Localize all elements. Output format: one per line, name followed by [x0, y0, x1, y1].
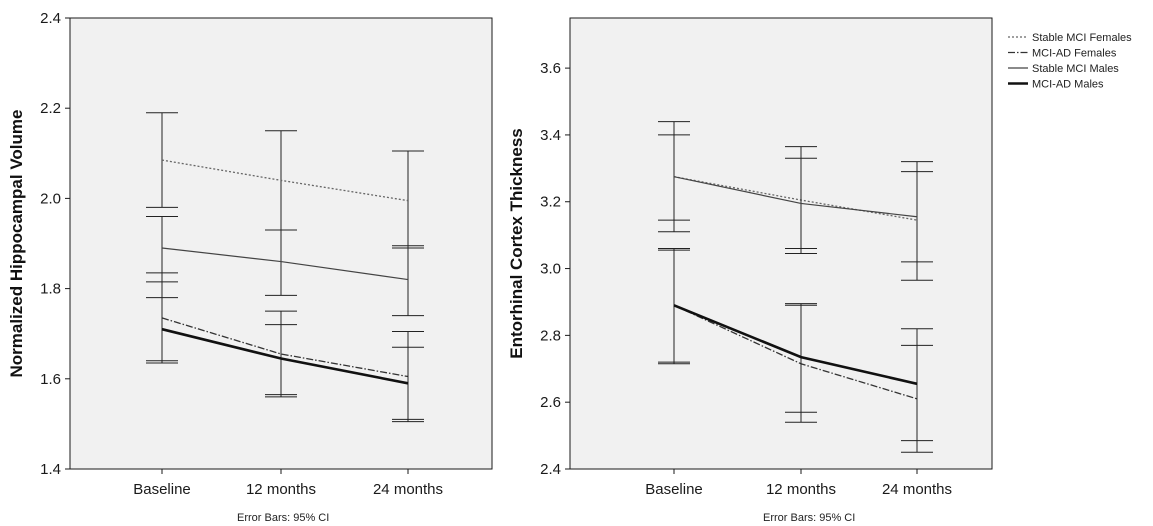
legend-label: Stable MCI Males [1032, 63, 1119, 75]
y-axis-label: Entorhinal Cortex Thickness [507, 128, 526, 359]
y-tick-label: 3.0 [540, 261, 561, 278]
legend-label: MCI-AD Males [1032, 79, 1104, 91]
y-tick-label: 1.8 [40, 281, 61, 298]
y-tick-label: 2.6 [540, 394, 561, 411]
series-stable-mci-males [658, 134, 933, 263]
y-tick-label: 1.6 [40, 371, 61, 388]
legend-label: Stable MCI Females [1032, 32, 1132, 44]
chart-panel-2: 2.4 2.6 2.8 3.0 3.2 3.4 3.6 Baseline 12 months 24… [507, 17, 993, 524]
plot-area [569, 17, 993, 470]
y-tick-label: 2.0 [40, 190, 61, 207]
x-tick-label: 12 months [246, 481, 316, 498]
y-tick-label: 2.2 [40, 100, 61, 117]
y-tick-label: 2.4 [540, 461, 561, 478]
footnote: Error Bars: 95% CI [763, 512, 855, 524]
x-tick-label: 24 months [373, 481, 443, 498]
legend: Stable MCI Females MCI-AD Females Stable M… [1008, 32, 1132, 91]
y-tick-label: 3.2 [540, 194, 561, 211]
y-tick-label: 2.8 [540, 327, 561, 344]
series-stable-mci-males [146, 215, 424, 317]
x-tick-label: Baseline [133, 481, 191, 498]
series-mci-ad-males [146, 281, 424, 420]
y-tick-label: 1.4 [40, 461, 61, 478]
y-tick-label: 3.6 [540, 60, 561, 77]
y-tick-label: 3.4 [540, 127, 561, 144]
series-line [161, 317, 409, 378]
y-tick-label: 2.4 [40, 10, 61, 27]
x-tick-label: 24 months [882, 481, 952, 498]
footnote: Error Bars: 95% CI [237, 512, 329, 524]
chart-panel-1: 1.4 1.6 1.8 2.0 2.2 2.4 Baseline 12 months 24 mo… [7, 10, 493, 524]
legend-label: MCI-AD Females [1032, 48, 1117, 60]
x-tick-label: Baseline [645, 481, 703, 498]
x-tick-label: 12 months [766, 481, 836, 498]
y-axis-label: Normalized Hippocampal Volume [7, 110, 26, 378]
series-mci-ad-males [658, 248, 933, 442]
